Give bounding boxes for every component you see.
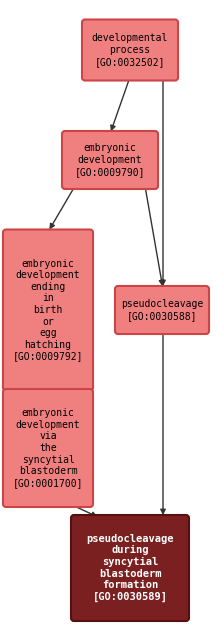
- FancyBboxPatch shape: [115, 286, 209, 334]
- FancyBboxPatch shape: [3, 229, 93, 391]
- FancyBboxPatch shape: [62, 131, 158, 189]
- Text: developmental
process
[GO:0032502]: developmental process [GO:0032502]: [92, 33, 168, 66]
- Text: embryonic
development
via
the
syncytial
blastoderm
[GO:0001700]: embryonic development via the syncytial …: [13, 408, 83, 488]
- FancyBboxPatch shape: [71, 515, 189, 621]
- FancyBboxPatch shape: [82, 20, 178, 80]
- Text: embryonic
development
ending
in
birth
or
egg
hatching
[GO:0009792]: embryonic development ending in birth or…: [13, 258, 83, 362]
- FancyBboxPatch shape: [3, 389, 93, 507]
- Text: pseudocleavage
during
syncytial
blastoderm
formation
[GO:0030589]: pseudocleavage during syncytial blastode…: [86, 534, 174, 602]
- Text: pseudocleavage
[GO:0030588]: pseudocleavage [GO:0030588]: [121, 299, 203, 321]
- Text: embryonic
development
[GO:0009790]: embryonic development [GO:0009790]: [75, 143, 145, 176]
